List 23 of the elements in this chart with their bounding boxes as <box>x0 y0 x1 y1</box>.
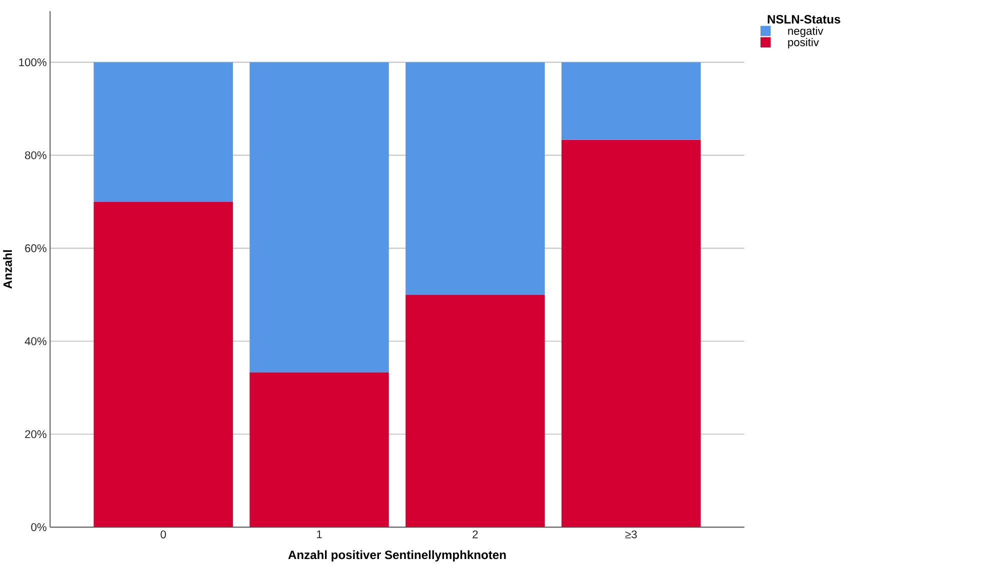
legend-label: negativ <box>788 26 824 38</box>
bar <box>562 140 701 528</box>
x-tick-label: ≥3 <box>625 530 637 539</box>
y-tick-label: 100% <box>19 58 46 66</box>
x-tick-label: 0 <box>160 530 166 539</box>
y-tick-label: 60% <box>25 244 46 252</box>
legend-label: positiv <box>788 38 819 49</box>
bar <box>250 62 389 373</box>
x-tick-label: 1 <box>317 530 322 538</box>
y-tick-label: 0% <box>31 523 46 532</box>
legend-title: NSLN-Status <box>768 15 840 24</box>
bar <box>94 202 233 528</box>
y-tick-label: 80% <box>25 152 46 160</box>
bar <box>562 62 701 140</box>
bar <box>406 62 545 295</box>
y-axis-title: Anzahl <box>3 250 12 289</box>
bar <box>406 294 545 528</box>
y-tick-label: 20% <box>25 430 46 438</box>
x-tick-label: 2 <box>472 530 478 538</box>
bar <box>94 62 233 202</box>
bar <box>250 372 389 528</box>
x-axis-title: Anzahl positiver Sentinellymphknoten <box>288 550 506 562</box>
y-tick-label: 40% <box>24 337 46 346</box>
